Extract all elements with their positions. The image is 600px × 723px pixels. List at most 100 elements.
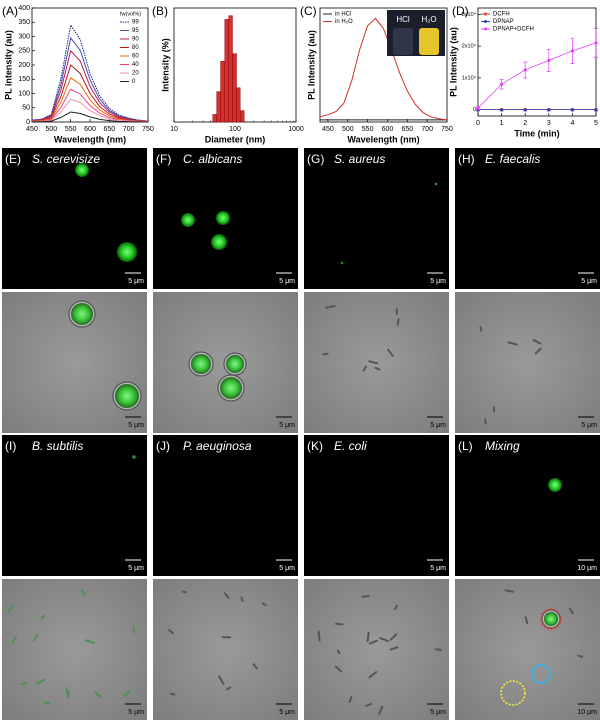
panel-label: (A) (2, 4, 18, 18)
legend-label: in H₂O (335, 19, 353, 25)
series-line (31, 36, 149, 122)
brightfield-image: 5 μm (2, 579, 147, 720)
bacterium (11, 635, 18, 644)
image-background (304, 435, 449, 576)
panel-label: (D) (452, 4, 469, 18)
bacterium (361, 595, 370, 598)
image-background (455, 579, 600, 720)
x-tick-label: 650 (401, 126, 413, 133)
bacterium (348, 695, 353, 703)
x-tick-label: 5 (594, 120, 598, 127)
histogram-bar (220, 61, 225, 123)
bacterium (504, 589, 514, 593)
bacterium (368, 671, 378, 679)
x-axis-label: Wavelength (nm) (54, 134, 126, 144)
marker (499, 82, 504, 87)
organism-name: P. aeuginosa (183, 439, 252, 453)
image-background (153, 579, 298, 720)
image-background (455, 435, 600, 576)
scale-bar-label: 5 μm (279, 278, 295, 285)
fluorescent-cell (544, 612, 558, 626)
x-tick-label: 2 (523, 120, 527, 127)
x-tick-label: 750 (441, 126, 453, 133)
panel-label: (K) (307, 439, 323, 453)
bacterium (169, 692, 176, 696)
scale-bar-label: 5 μm (279, 422, 295, 429)
series-line (477, 42, 597, 109)
bacterium (123, 690, 131, 697)
marker (594, 40, 598, 46)
bacterium (336, 649, 341, 655)
marker (546, 58, 551, 63)
x-tick-label: 4 (570, 120, 574, 127)
bacterium (396, 318, 400, 326)
bacterium (335, 622, 344, 626)
scale-bar-label: 5 μm (430, 422, 446, 429)
legend-label: in HCl (335, 12, 351, 18)
bacterium (7, 604, 15, 613)
bacterium (65, 687, 69, 696)
bacterium (325, 305, 336, 309)
histogram-bar (228, 15, 233, 123)
legend-marker (484, 12, 487, 16)
marker (570, 107, 575, 112)
brightfield-image: 5 μm (304, 579, 449, 720)
x-tick-label: 600 (382, 126, 394, 133)
marker (594, 107, 598, 112)
x-tick-label: 500 (45, 126, 57, 133)
fluorescent-cell (181, 213, 195, 227)
brightfield-image: 5 μm (2, 292, 147, 433)
y-tick-label: 350 (18, 19, 30, 26)
x-tick-label: 750 (142, 126, 154, 133)
x-axis-label: Wavelength (nm) (347, 134, 419, 144)
x-tick-label: 3 (547, 120, 551, 127)
panel-label: (G) (307, 152, 324, 166)
x-tick-label: 700 (421, 126, 433, 133)
x-tick-label: 450 (322, 126, 334, 133)
image-background (455, 148, 600, 289)
bacterium (479, 326, 483, 332)
x-tick-label: 500 (342, 126, 354, 133)
bacterium (532, 338, 542, 345)
image-background (2, 579, 147, 720)
y-tick-label: 0 (473, 107, 476, 113)
bacterium (434, 648, 443, 651)
y-axis-label: PL intensity (au) (3, 30, 13, 100)
fluorescent-cell (220, 377, 242, 399)
series-line (319, 17, 448, 121)
organism-name: E. faecalis (485, 152, 540, 166)
bacterium (252, 663, 258, 670)
x-tick-label: 550 (362, 126, 374, 133)
image-background (2, 148, 147, 289)
scale-bar-label: 5 μm (581, 422, 597, 429)
series-line (32, 111, 149, 123)
image-background (153, 435, 298, 576)
bacterium (366, 631, 370, 643)
scale-bar-label: 5 μm (128, 565, 144, 572)
bacterium (389, 646, 399, 651)
legend-marker (484, 27, 487, 31)
x-tick-label: 650 (103, 126, 115, 133)
fluorescent-cell (75, 163, 89, 177)
marker (476, 105, 480, 111)
brightfield-image: 5 μm (153, 292, 298, 433)
fluorescence-image: (E) S. cerevisize 5 μm (2, 148, 147, 289)
fluorescent-cell (211, 234, 227, 250)
bacterium (393, 604, 398, 611)
organism-name: E. coli (334, 439, 367, 453)
legend-title: fw(vol%) (120, 11, 141, 17)
legend-label: 99 (132, 20, 139, 26)
y-axis-label: Intensity (%) (160, 38, 170, 92)
scale-bar-label: 5 μm (430, 709, 446, 716)
x-tick-label: 1 (500, 120, 504, 127)
y-tick-label: 400 (18, 5, 30, 12)
brightfield-image: 5 μm (304, 292, 449, 433)
bacterium (80, 588, 86, 596)
fluorescent-cell (71, 303, 93, 325)
scale-bar-label: 5 μm (128, 709, 144, 716)
plot-frame (319, 7, 448, 123)
bacterium (374, 366, 381, 371)
histogram-bar (236, 87, 241, 123)
scale-bar-label: 5 μm (279, 565, 295, 572)
bacterium (181, 590, 187, 594)
